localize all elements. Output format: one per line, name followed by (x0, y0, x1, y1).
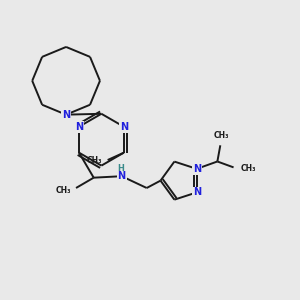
Text: H: H (117, 164, 124, 173)
Text: CH₃: CH₃ (214, 131, 230, 140)
Text: N: N (75, 122, 83, 132)
Text: N: N (118, 171, 126, 181)
Text: N: N (193, 188, 201, 197)
Text: CH₃: CH₃ (241, 164, 256, 173)
Text: CH₃: CH₃ (87, 155, 102, 164)
Text: N: N (62, 110, 70, 120)
Text: CH₃: CH₃ (56, 186, 72, 195)
Text: N: N (193, 164, 201, 174)
Text: N: N (120, 122, 128, 132)
